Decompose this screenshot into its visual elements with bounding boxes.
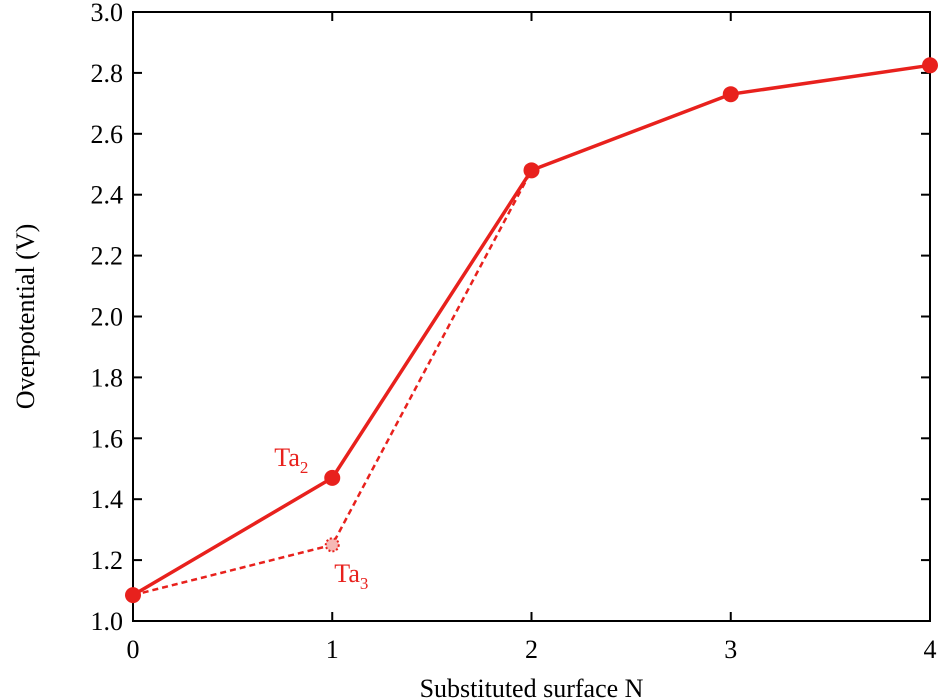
annotation-subscript: 2 bbox=[300, 458, 309, 477]
y-tick-label: 1.6 bbox=[91, 424, 124, 453]
plot-border bbox=[132, 11, 931, 622]
y-tick-label: 3.0 bbox=[91, 0, 124, 27]
annotation-subscript: 3 bbox=[360, 574, 369, 593]
y-tick-label: 2.8 bbox=[91, 59, 124, 88]
data-point bbox=[324, 469, 341, 486]
y-tick-label: 1.4 bbox=[91, 485, 124, 514]
annotation-label: Ta2 bbox=[274, 443, 308, 477]
y-tick-label: 1.0 bbox=[91, 607, 124, 636]
data-point-dashed bbox=[324, 537, 340, 553]
data-point bbox=[523, 162, 540, 179]
annotation-base: Ta bbox=[334, 559, 360, 588]
series-group bbox=[125, 57, 938, 604]
data-point bbox=[922, 57, 938, 74]
y-tick-label: 1.2 bbox=[91, 546, 124, 575]
x-tick-label: 1 bbox=[326, 635, 339, 664]
y-tick-label: 2.2 bbox=[91, 242, 124, 271]
y-tick-label: 2.0 bbox=[91, 303, 124, 332]
annotation-label: Ta3 bbox=[334, 559, 368, 593]
plot-frame bbox=[132, 11, 931, 622]
x-tick-label: 4 bbox=[924, 635, 937, 664]
y-tick-label: 1.8 bbox=[91, 363, 124, 392]
series-line-dashed bbox=[132, 169, 533, 597]
annotation-base: Ta bbox=[274, 443, 300, 472]
y-axis-label: Overpotential (V) bbox=[11, 224, 40, 410]
data-point bbox=[722, 86, 739, 103]
x-tick-label: 2 bbox=[525, 635, 538, 664]
y-tick-label: 2.4 bbox=[91, 181, 124, 210]
data-point bbox=[125, 587, 141, 604]
x-tick-label: 3 bbox=[724, 635, 737, 664]
x-axis-ticks: 0 1 2 3 4 bbox=[127, 12, 937, 664]
y-axis-ticks: 1.0 1.2 1.4 1.6 1.8 2.0 2.2 2.4 2.6 2.8 3.0 bbox=[91, 0, 930, 636]
x-axis-label: Substituted surface N bbox=[420, 674, 644, 699]
series-line-solid bbox=[132, 63, 931, 597]
x-tick-label: 0 bbox=[127, 635, 140, 664]
y-tick-label: 2.6 bbox=[91, 120, 124, 149]
